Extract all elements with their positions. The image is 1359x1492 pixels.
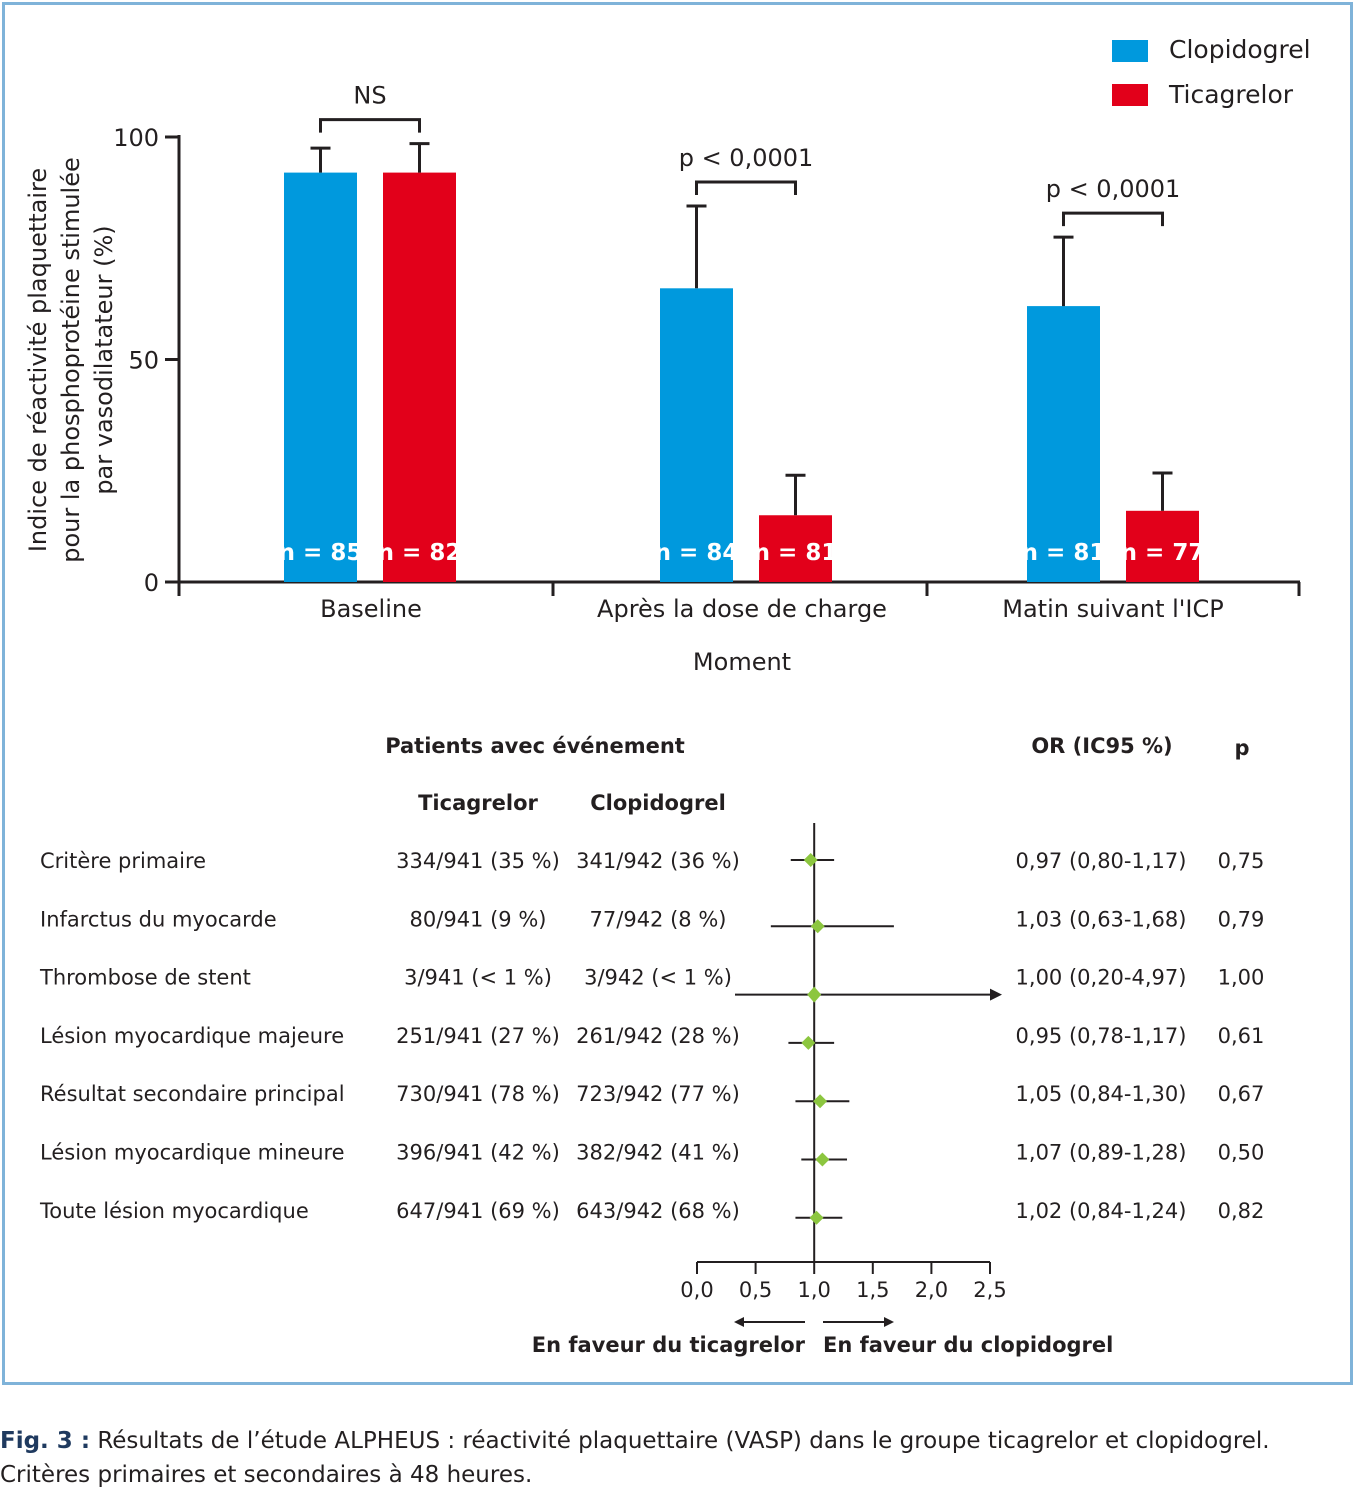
n-label: n = 85 bbox=[279, 540, 363, 566]
row-label: Critère primaire bbox=[40, 849, 206, 873]
row-ticagrelor: 80/941 (9 %) bbox=[410, 907, 547, 931]
y-tick-label: 50 bbox=[128, 347, 159, 375]
bar-ticagrelor bbox=[383, 172, 456, 582]
row-label: Résultat secondaire principal bbox=[40, 1082, 345, 1106]
n-label: n = 81 bbox=[1022, 540, 1106, 566]
or-diamond bbox=[810, 919, 825, 934]
row-or: 1,05 (0,84-1,30) bbox=[1016, 1082, 1187, 1106]
row-or: 0,95 (0,78-1,17) bbox=[1016, 1024, 1187, 1048]
header-or: OR (IC95 %) bbox=[1031, 734, 1172, 758]
significance-bracket bbox=[1062, 211, 1164, 227]
row-or: 1,02 (0,84-1,24) bbox=[1016, 1199, 1187, 1223]
forest-x-tick-label: 2,0 bbox=[915, 1278, 948, 1302]
favor-clopidogrel-label: En faveur du clopidogrel bbox=[823, 1333, 1113, 1357]
header-p: p bbox=[1234, 736, 1249, 760]
header-ticagrelor: Ticagrelor bbox=[418, 791, 538, 815]
n-label: n = 77 bbox=[1121, 540, 1205, 566]
caption-label: Fig. 3 : bbox=[0, 1428, 91, 1454]
forest-x-tick-label: 1,0 bbox=[797, 1278, 830, 1302]
row-or: 1,00 (0,20-4,97) bbox=[1016, 966, 1187, 990]
or-diamond bbox=[813, 1094, 828, 1109]
row-or: 1,07 (0,89-1,28) bbox=[1016, 1141, 1187, 1165]
forest-x-tick-label: 0,0 bbox=[680, 1278, 713, 1302]
significance-label: p < 0,0001 bbox=[1046, 175, 1181, 203]
row-clopidogrel: 382/942 (41 %) bbox=[576, 1141, 740, 1165]
row-label: Infarctus du myocarde bbox=[40, 907, 277, 931]
row-p: 0,61 bbox=[1218, 1024, 1265, 1048]
significance-label: p < 0,0001 bbox=[679, 144, 814, 172]
legend-label-clopidogrel: Clopidogrel bbox=[1169, 35, 1311, 64]
figure-frame bbox=[2, 2, 1353, 1385]
row-p: 0,75 bbox=[1218, 849, 1265, 873]
row-label: Lésion myocardique majeure bbox=[40, 1024, 344, 1048]
row-ticagrelor: 3/941 (< 1 %) bbox=[404, 966, 552, 990]
significance-bracket bbox=[319, 118, 421, 133]
y-axis-title-line: Indice de réactivité plaquettaire bbox=[24, 168, 52, 552]
n-label: n = 84 bbox=[655, 540, 739, 566]
or-diamond bbox=[809, 1210, 824, 1225]
row-p: 1,00 bbox=[1218, 966, 1265, 990]
y-axis-title-line: pour la phosphoprotéine stimulée bbox=[57, 157, 85, 562]
row-clopidogrel: 723/942 (77 %) bbox=[576, 1082, 740, 1106]
favor-right-arrow-head bbox=[884, 1317, 894, 1327]
y-tick-label: 0 bbox=[144, 569, 159, 597]
row-clopidogrel: 77/942 (8 %) bbox=[590, 907, 727, 931]
category-label: Après la dose de charge bbox=[597, 595, 887, 623]
forest-x-tick-label: 0,5 bbox=[739, 1278, 772, 1302]
category-label: Matin suivant l'ICP bbox=[1002, 595, 1223, 623]
y-axis-title-line: par vasodilatateur (%) bbox=[90, 225, 118, 494]
bar-clopidogrel bbox=[1027, 306, 1100, 582]
x-axis-title: Moment bbox=[693, 648, 791, 676]
row-clopidogrel: 643/942 (68 %) bbox=[576, 1199, 740, 1223]
row-ticagrelor: 251/941 (27 %) bbox=[396, 1024, 560, 1048]
legend-swatch-ticagrelor bbox=[1112, 84, 1148, 106]
legend-swatch-clopidogrel bbox=[1112, 40, 1148, 62]
row-ticagrelor: 730/941 (78 %) bbox=[396, 1082, 560, 1106]
bar-clopidogrel bbox=[284, 172, 357, 582]
row-or: 1,03 (0,63-1,68) bbox=[1016, 907, 1187, 931]
category-label: Baseline bbox=[320, 595, 422, 623]
significance-label: NS bbox=[353, 82, 386, 110]
bar-clopidogrel bbox=[660, 288, 733, 582]
row-clopidogrel: 261/942 (28 %) bbox=[576, 1024, 740, 1048]
row-label: Toute lésion myocardique bbox=[39, 1199, 309, 1223]
or-diamond bbox=[807, 986, 822, 1003]
row-clopidogrel: 3/942 (< 1 %) bbox=[584, 966, 732, 990]
favor-left-arrow-head bbox=[734, 1317, 744, 1327]
row-label: Lésion myocardique mineure bbox=[40, 1141, 345, 1165]
row-p: 0,82 bbox=[1218, 1199, 1265, 1223]
row-p: 0,50 bbox=[1218, 1141, 1265, 1165]
row-ticagrelor: 647/941 (69 %) bbox=[396, 1199, 560, 1223]
row-label: Thrombose de stent bbox=[39, 966, 251, 990]
caption-text: Résultats de l’étude ALPHEUS : réactivit… bbox=[0, 1428, 1270, 1488]
row-ticagrelor: 334/941 (35 %) bbox=[396, 849, 560, 873]
header-events: Patients avec événement bbox=[385, 734, 685, 758]
forest-x-tick-label: 1,5 bbox=[856, 1278, 889, 1302]
or-diamond bbox=[803, 853, 818, 867]
figure-caption: Fig. 3 : Résultats de l’étude ALPHEUS : … bbox=[0, 1424, 1359, 1492]
forest-x-tick-label: 2,5 bbox=[973, 1278, 1006, 1302]
row-p: 0,67 bbox=[1218, 1082, 1265, 1106]
y-tick-label: 100 bbox=[113, 124, 159, 152]
ci-arrow-head bbox=[990, 988, 1002, 1001]
row-p: 0,79 bbox=[1218, 907, 1265, 931]
bar-ticagrelor bbox=[759, 515, 832, 582]
significance-bracket bbox=[695, 180, 797, 195]
legend-label-ticagrelor: Ticagrelor bbox=[1168, 80, 1294, 109]
bar-ticagrelor bbox=[1126, 510, 1199, 582]
favor-ticagrelor-label: En faveur du ticagrelor bbox=[532, 1333, 806, 1357]
n-label: n = 81 bbox=[754, 540, 838, 566]
or-diamond bbox=[815, 1152, 830, 1167]
row-or: 0,97 (0,80-1,17) bbox=[1016, 849, 1187, 873]
n-label: n = 82 bbox=[378, 540, 462, 566]
header-clopidogrel: Clopidogrel bbox=[590, 791, 726, 815]
row-clopidogrel: 341/942 (36 %) bbox=[576, 849, 740, 873]
or-diamond bbox=[801, 1035, 816, 1050]
row-ticagrelor: 396/941 (42 %) bbox=[396, 1141, 560, 1165]
